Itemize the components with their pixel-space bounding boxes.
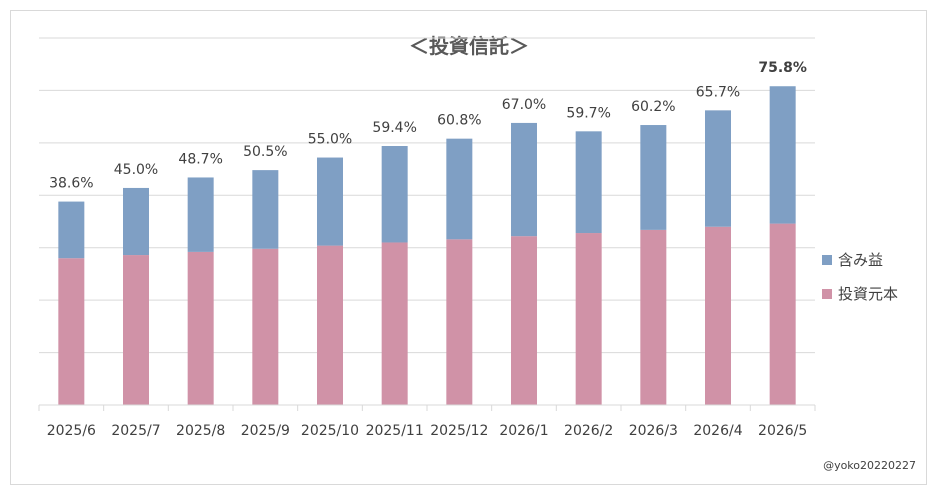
bar-segment xyxy=(769,86,796,224)
data-label: 60.2% xyxy=(631,99,675,115)
bar-segment xyxy=(575,131,602,234)
data-label: 60.8% xyxy=(437,113,481,129)
bar-segment xyxy=(705,226,731,405)
x-tick-label: 2025/10 xyxy=(301,423,359,439)
data-label: 59.4% xyxy=(372,120,416,136)
bar-segment xyxy=(511,122,537,237)
bar-segment xyxy=(640,229,667,405)
bar-segment xyxy=(317,157,343,246)
bar-segment xyxy=(446,138,473,240)
data-label: 48.7% xyxy=(178,151,222,167)
x-tick-label: 2026/5 xyxy=(758,423,807,439)
data-label: 50.5% xyxy=(243,144,287,160)
bar-segment xyxy=(58,258,85,405)
bar-segment xyxy=(187,251,214,405)
bar-segment xyxy=(317,245,343,405)
x-tick-label: 2026/3 xyxy=(629,423,678,439)
x-tick-label: 2025/8 xyxy=(176,423,225,439)
data-label: 45.0% xyxy=(114,162,158,178)
data-label: 55.0% xyxy=(308,132,352,148)
bar-segment xyxy=(575,233,602,405)
bar-segment xyxy=(769,223,796,405)
bar-segment xyxy=(381,146,408,243)
data-label: 65.7% xyxy=(696,84,740,100)
bar-segment xyxy=(511,236,537,405)
data-label: 38.6% xyxy=(49,176,93,192)
x-tick-label: 2025/9 xyxy=(241,423,290,439)
x-tick-label: 2025/12 xyxy=(430,423,488,439)
bar-segment xyxy=(187,177,214,252)
bar-segment xyxy=(123,187,149,256)
x-tick-label: 2026/4 xyxy=(693,423,742,439)
x-tick-label: 2025/7 xyxy=(111,423,160,439)
data-label: 59.7% xyxy=(566,105,610,121)
bar-segment xyxy=(640,125,667,230)
legend-swatch-principal xyxy=(822,288,832,299)
bar-segment xyxy=(58,201,85,259)
legend-swatch-unrealized-gain xyxy=(822,254,832,265)
legend-item-unrealized-gain: 含み益 xyxy=(822,249,883,270)
x-tick-label: 2026/1 xyxy=(499,423,548,439)
bar-segment xyxy=(123,255,149,405)
bar-segment xyxy=(252,248,279,405)
bar-segment xyxy=(381,242,408,405)
bar-segment xyxy=(252,170,279,249)
credit-text: @yoko20220227 xyxy=(823,459,916,472)
bar-segment xyxy=(705,110,731,227)
x-tick-label: 2026/2 xyxy=(564,423,613,439)
data-label: 67.0% xyxy=(502,97,546,113)
legend-label-unrealized-gain: 含み益 xyxy=(838,251,884,269)
x-tick-label: 2025/11 xyxy=(366,423,424,439)
legend-label-principal: 投資元本 xyxy=(838,285,899,303)
legend-item-principal: 投資元本 xyxy=(822,283,898,304)
x-tick-label: 2025/6 xyxy=(47,423,96,439)
data-label: 75.8% xyxy=(758,60,807,76)
bar-segment xyxy=(446,239,473,405)
